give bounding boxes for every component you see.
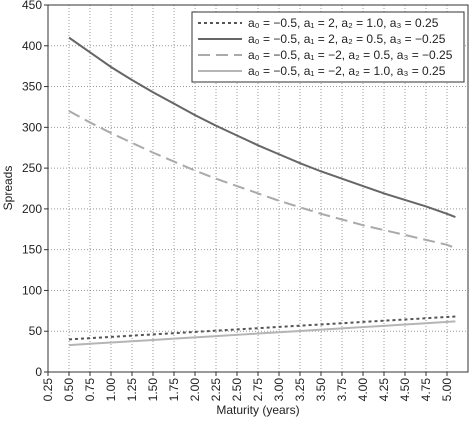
x-tick-label: 2.75 (251, 378, 265, 402)
y-tick-label: 250 (22, 161, 42, 175)
legend-label: a₀ = −0.5, a₁ = 2, a₂ = 1.0, a₃ = 0.25 (248, 16, 439, 30)
y-tick-label: 350 (22, 80, 42, 94)
legend-label: a₀ = −0.5, a₁ = −2, a₂ = 0.5, a₃ = −0.25 (248, 48, 453, 62)
y-tick-label: 0 (35, 365, 42, 379)
plot-frame (47, 4, 469, 373)
x-tick-label: 1.25 (125, 378, 139, 402)
x-tick-label: 4.00 (356, 378, 370, 402)
x-tick-label: 3.25 (293, 378, 307, 402)
y-tick-label: 150 (22, 243, 42, 257)
legend-label: a₀ = −0.5, a₁ = −2, a₂ = 1.0, a₃ = 0.25 (248, 64, 446, 78)
x-tick-label: 2.25 (209, 378, 223, 402)
x-tick-label: 4.50 (398, 378, 412, 402)
x-tick-label: 1.75 (167, 378, 181, 402)
x-axis-title: Maturity (years) (216, 403, 299, 417)
x-tick-label: 5.00 (440, 378, 454, 402)
y-axis-title: Spreads (1, 166, 15, 211)
series-line (68, 315, 456, 341)
x-tick-label: 4.75 (419, 378, 433, 402)
x-tick-label: 1.50 (146, 378, 160, 402)
x-tick-label: 0.75 (83, 378, 97, 402)
x-tick-label: 2.50 (230, 378, 244, 402)
x-tick-label: 0.25 (41, 378, 55, 402)
y-tick-label: 50 (29, 324, 43, 338)
x-tick-label: 1.00 (104, 378, 118, 402)
legend-label: a₀ = −0.5, a₁ = 2, a₂ = 0.5, a₃ = −0.25 (248, 32, 446, 46)
series-line (68, 320, 456, 347)
y-tick-label: 300 (22, 120, 42, 134)
y-tick-label: 200 (22, 202, 42, 216)
series-line (68, 110, 456, 249)
x-tick-label: 3.00 (272, 378, 286, 402)
x-tick-label: 0.50 (62, 378, 76, 402)
x-tick-label: 4.25 (377, 378, 391, 402)
x-tick-label: 3.75 (335, 378, 349, 402)
x-tick-label: 3.50 (314, 378, 328, 402)
series-line (68, 36, 456, 218)
y-tick-label: 400 (22, 39, 42, 53)
y-tick-label: 450 (22, 0, 42, 12)
x-tick-label: 2.00 (188, 378, 202, 402)
y-tick-label: 100 (22, 283, 42, 297)
